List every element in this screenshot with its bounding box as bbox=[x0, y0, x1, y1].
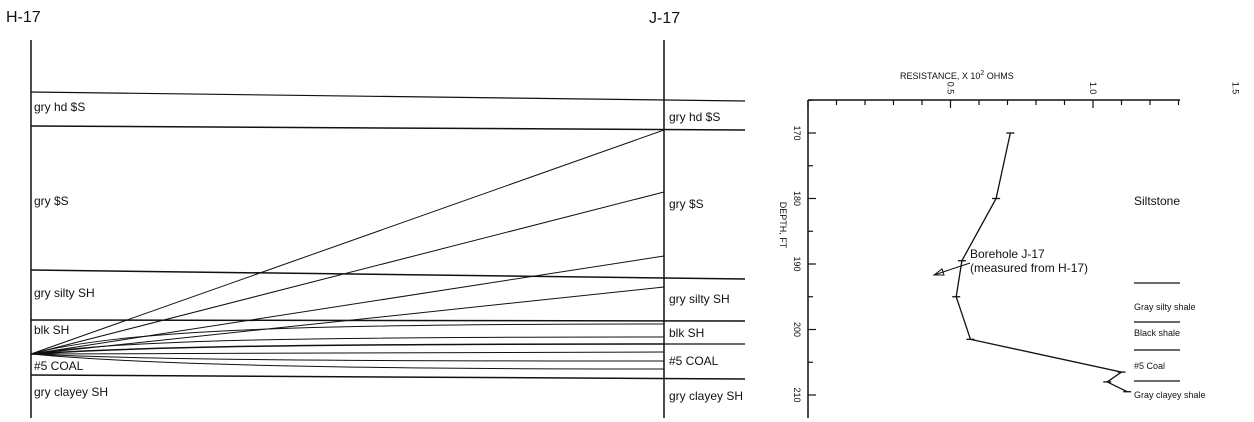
resistance-points bbox=[952, 132, 1132, 393]
legend-gray-silty-shale: Gray silty shale bbox=[1134, 302, 1196, 312]
fan-line-9 bbox=[30, 353, 665, 362]
legend-black-shale: Black shale bbox=[1134, 328, 1180, 338]
right-unit-label: #5 COAL bbox=[669, 354, 719, 368]
x-tick-label: 1.5 bbox=[1231, 82, 1241, 95]
left-unit-label: gry clayey SH bbox=[34, 385, 108, 399]
fan-line-7 bbox=[30, 343, 665, 355]
right-unit-label: blk SH bbox=[669, 326, 704, 340]
legend-coal: #5 Coal bbox=[1134, 361, 1165, 371]
left-unit-label: gry $S bbox=[34, 194, 69, 208]
left-boundaries bbox=[30, 91, 746, 380]
y-tick-labels: 170 180 190 200 210 bbox=[792, 125, 802, 402]
fan-line-10 bbox=[30, 353, 665, 370]
y-tick-label: 200 bbox=[792, 322, 802, 337]
x-tick-labels: 0.5 1.0 1.5 bbox=[946, 82, 1241, 95]
right-unit-label: gry clayey SH bbox=[669, 389, 743, 403]
left-unit-label: #5 COAL bbox=[34, 359, 84, 373]
boundary-hd-ss-base bbox=[30, 125, 746, 131]
legend-siltstone: Siltstone bbox=[1134, 194, 1180, 208]
fan-line-2 bbox=[30, 191, 665, 355]
x-axis-title: RESISTANCE, X 102 OHMS bbox=[900, 70, 1014, 81]
left-unit-label: gry hd $S bbox=[34, 100, 85, 114]
right-unit-label: gry hd $S bbox=[669, 110, 720, 124]
boundary-siltstone-base bbox=[30, 269, 746, 280]
resistance-chart: RESISTANCE, X 102 OHMS DEPTH, FT 0.5 1.0 1… bbox=[778, 70, 1241, 418]
boundary-coal-base bbox=[30, 374, 746, 380]
right-unit-label: gry $S bbox=[669, 197, 704, 211]
x-minor-ticks bbox=[807, 100, 1180, 108]
fan-line-6 bbox=[30, 336, 665, 355]
annotation-line1: Borehole J-17 bbox=[970, 247, 1045, 261]
left-unit-label: gry silty SH bbox=[34, 286, 95, 300]
annotation-line2: (measured from H-17) bbox=[970, 261, 1088, 275]
left-unit-label: blk SH bbox=[34, 323, 69, 337]
fan-line-1 bbox=[30, 129, 665, 355]
fan-line-5 bbox=[30, 323, 665, 355]
y-axis-title: DEPTH, FT bbox=[778, 202, 788, 249]
fan-line-4 bbox=[30, 286, 665, 355]
annotation-arrow-line bbox=[933, 262, 971, 276]
fan-line-8 bbox=[30, 351, 665, 355]
y-tick-label: 180 bbox=[792, 191, 802, 206]
legend-gray-clayey-shale: Gray clayey shale bbox=[1134, 390, 1206, 400]
boundary-top bbox=[30, 91, 746, 102]
y-minor-ticks bbox=[808, 99, 816, 396]
annotation-arrowhead bbox=[932, 268, 945, 276]
boundary-silty-sh-base bbox=[30, 319, 746, 322]
well-label-right: J-17 bbox=[649, 10, 680, 27]
x-tick-label: 0.5 bbox=[946, 82, 956, 95]
y-tick-label: 170 bbox=[792, 125, 802, 140]
well-label-left: H-17 bbox=[6, 9, 41, 26]
y-tick-label: 190 bbox=[792, 256, 802, 271]
right-unit-label: gry silty SH bbox=[669, 292, 730, 306]
y-tick-label: 210 bbox=[792, 387, 802, 402]
resistance-series-line bbox=[955, 132, 1128, 393]
correlation-fan bbox=[30, 129, 665, 370]
x-tick-label: 1.0 bbox=[1088, 82, 1098, 95]
